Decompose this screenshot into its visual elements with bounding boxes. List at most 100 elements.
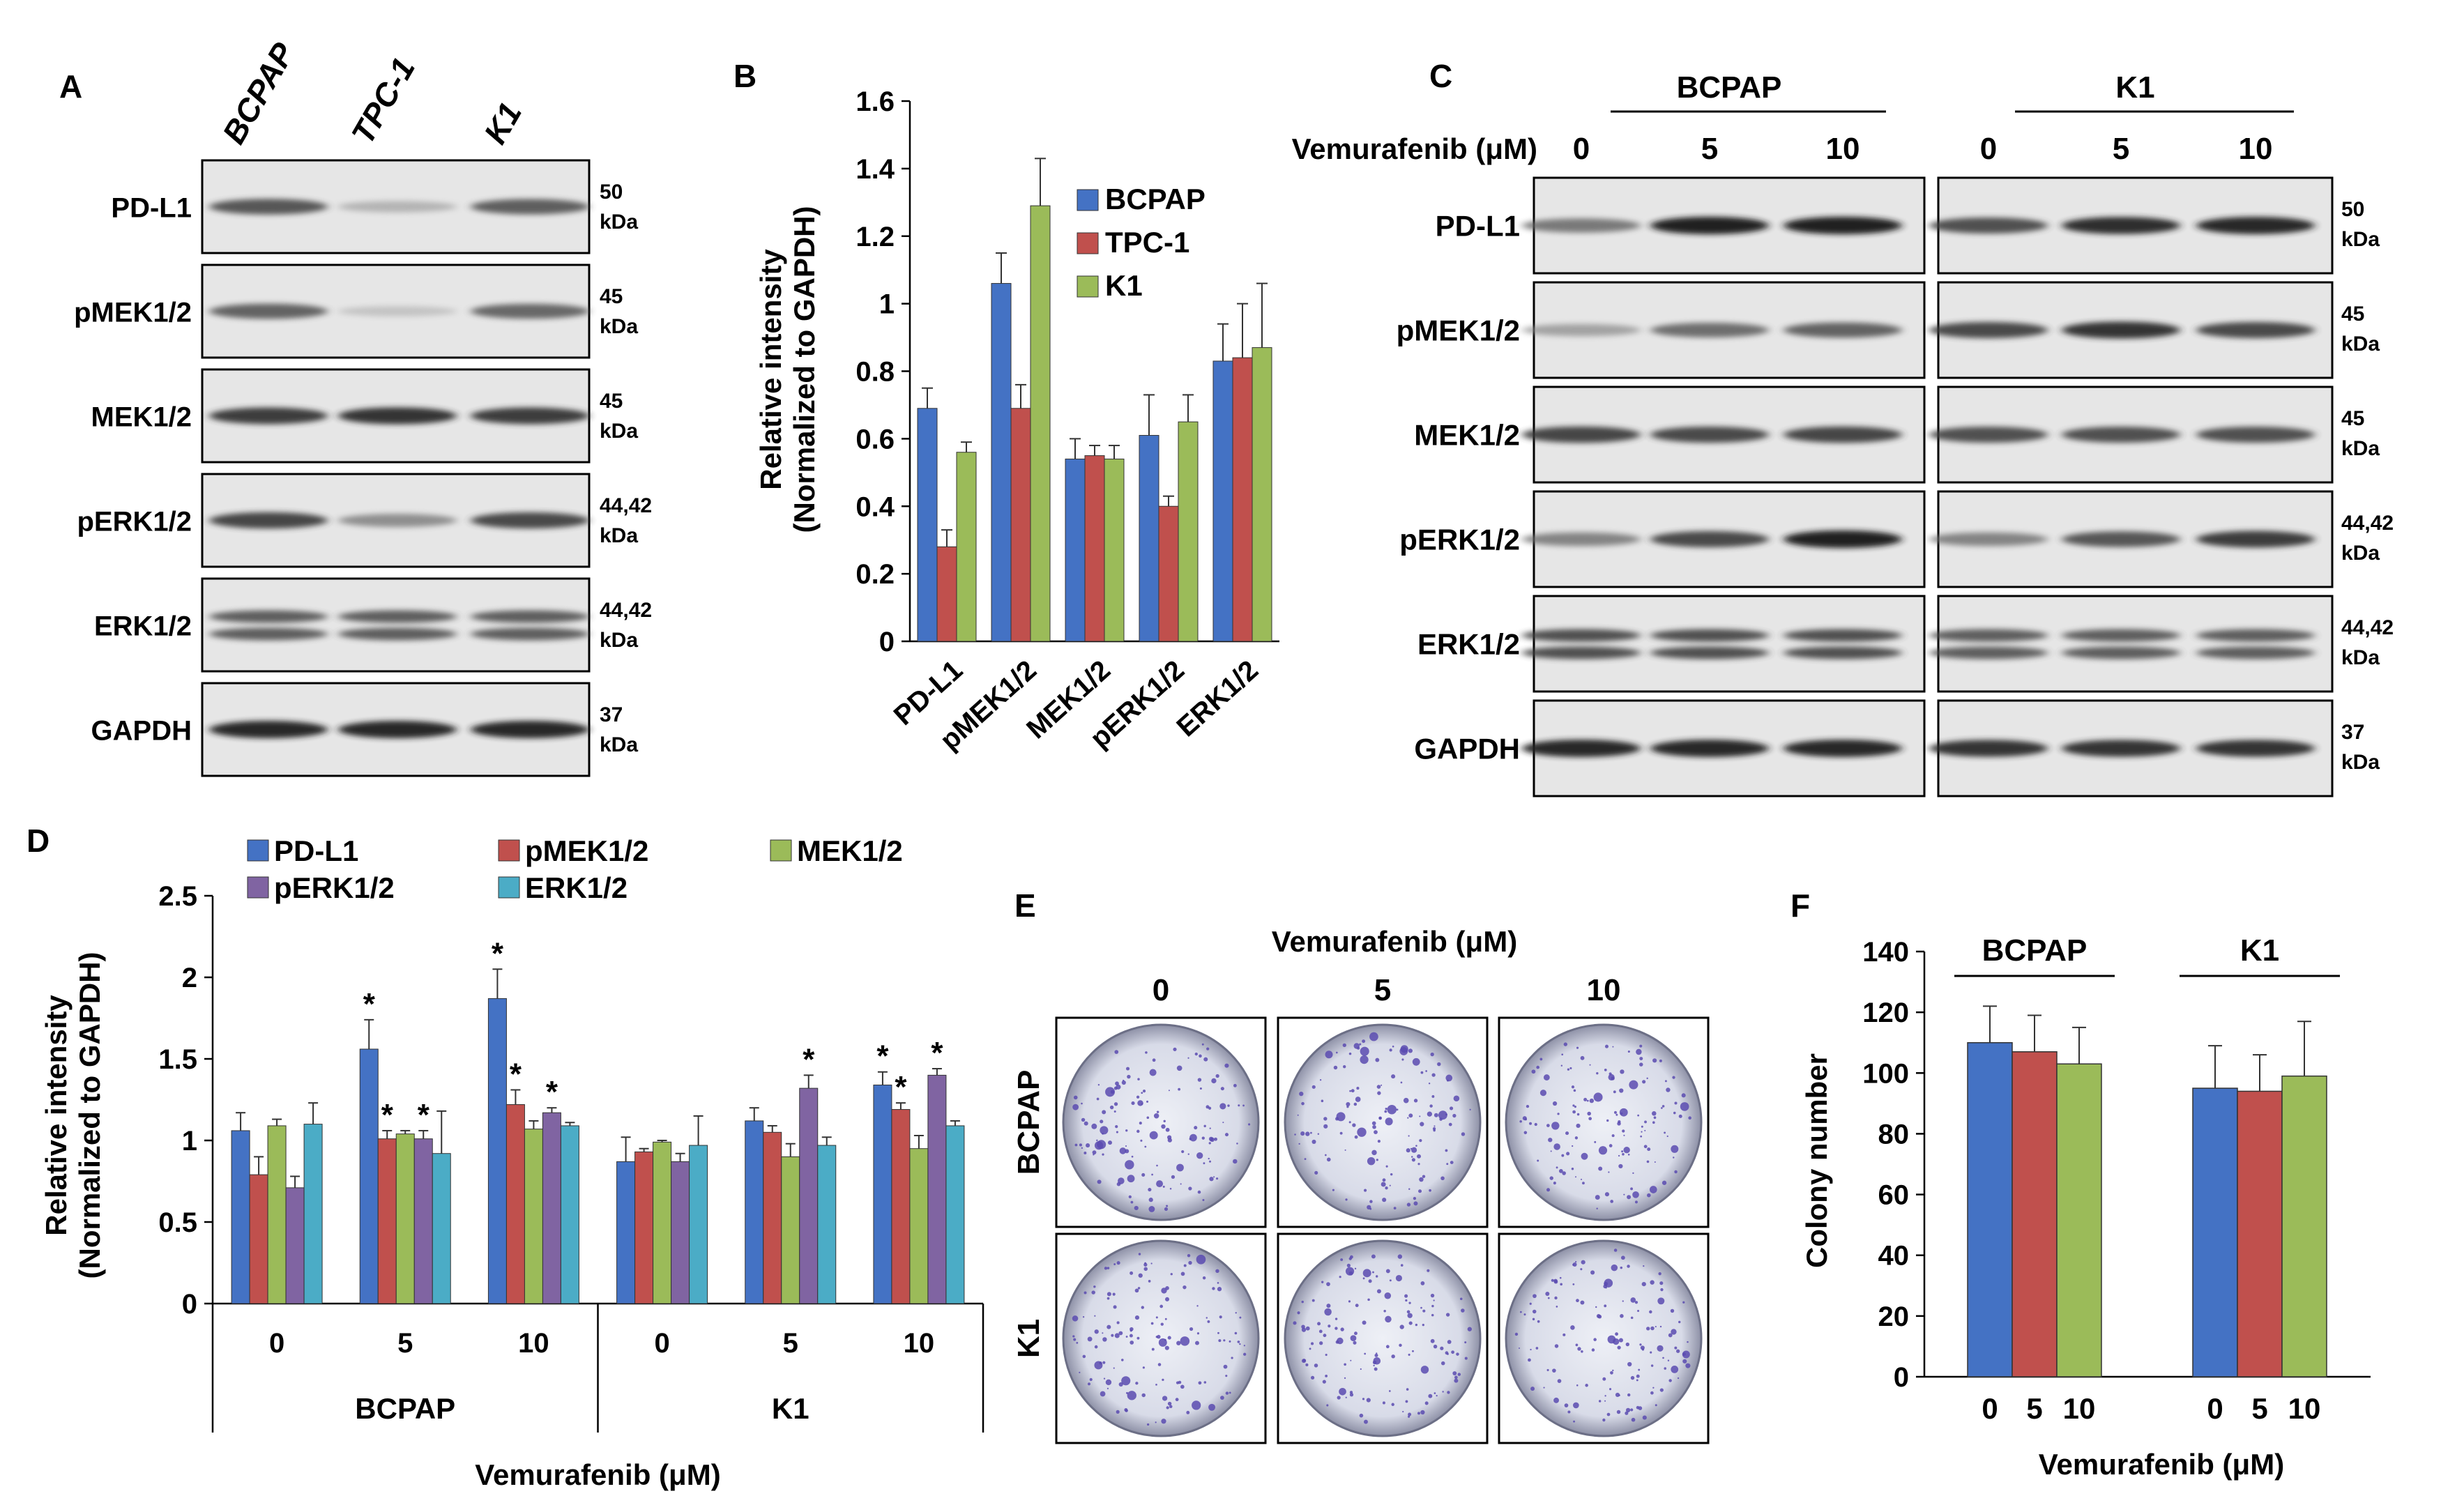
- colony-0-0-136: [1189, 1133, 1197, 1142]
- colony-0-1-29: [1392, 1045, 1394, 1048]
- colony-0-2-32: [1546, 1124, 1550, 1127]
- band-c-0-1-1: [1650, 322, 1769, 338]
- bar-d-3-4: [799, 1087, 819, 1304]
- legend-label-d-4: ERK1/2: [525, 871, 628, 904]
- colony-1-2-128: [1591, 1348, 1595, 1352]
- colony-0-1-84: [1372, 1124, 1376, 1129]
- colony-1-0-85: [1217, 1331, 1219, 1334]
- colony-1-0-30: [1234, 1331, 1238, 1335]
- colony-0-1-17: [1393, 1207, 1397, 1210]
- colony-1-0-55: [1099, 1361, 1102, 1365]
- colony-0-2-28: [1569, 1067, 1572, 1069]
- colony-1-2-83: [1546, 1368, 1549, 1371]
- colony-0-2-130: [1561, 1154, 1565, 1157]
- row-label-a-4: ERK1/2: [94, 611, 192, 642]
- colony-1-2-121: [1572, 1283, 1575, 1285]
- colony-0-0-60: [1213, 1176, 1215, 1178]
- colony-0-2-39: [1574, 1106, 1576, 1108]
- band-c-1-2-0: [1929, 427, 2048, 443]
- colony-0-1-134: [1353, 1102, 1358, 1106]
- band-a-2-1: [338, 407, 457, 425]
- colony-0-0-130: [1199, 1054, 1202, 1058]
- colony-1-0-37: [1223, 1364, 1228, 1369]
- colony-1-0-90: [1102, 1332, 1104, 1334]
- y-tick-label-b-1: 0.2: [856, 559, 895, 590]
- colony-0-1-69: [1413, 1201, 1418, 1206]
- y-tick-label-f-4: 80: [1878, 1119, 1910, 1150]
- colony-0-2-122: [1519, 1120, 1522, 1123]
- band-a-5-1: [338, 721, 457, 738]
- band-c-1-2-2: [2196, 427, 2315, 443]
- colony-0-2-15: [1589, 1064, 1591, 1066]
- colony-1-0-45: [1134, 1288, 1139, 1293]
- colony-0-2-94: [1539, 1090, 1547, 1097]
- colony-0-2-112: [1560, 1064, 1563, 1067]
- bar-f-2: [2056, 1063, 2102, 1377]
- colony-1-0-94: [1169, 1405, 1173, 1409]
- band-c-1-5-1: [2062, 740, 2180, 757]
- colony-1-1-133: [1318, 1329, 1323, 1334]
- plate-dish-0-2: [1505, 1023, 1703, 1221]
- colony-1-1-111: [1349, 1393, 1354, 1397]
- colony-0-1-89: [1369, 1200, 1373, 1203]
- colony-0-1-51: [1390, 1173, 1393, 1176]
- colony-0-1-59: [1357, 1127, 1367, 1137]
- colony-1-0-16: [1207, 1320, 1210, 1323]
- legend-label-b-1: TPC-1: [1105, 226, 1189, 259]
- colony-0-0-71: [1194, 1052, 1198, 1056]
- colony-1-1-122: [1407, 1313, 1413, 1318]
- colony-0-1-132: [1445, 1149, 1448, 1152]
- colony-0-0-99: [1173, 1047, 1177, 1051]
- band-a-0-1: [338, 201, 457, 213]
- colony-1-0-117: [1180, 1336, 1190, 1346]
- colony-0-2-96: [1613, 1110, 1617, 1114]
- colony-1-0-3: [1183, 1285, 1187, 1290]
- colony-0-1-73: [1434, 1113, 1438, 1117]
- colony-1-0-136: [1134, 1315, 1140, 1320]
- colony-0-0-13: [1187, 1153, 1189, 1155]
- colony-0-0-89: [1203, 1124, 1206, 1128]
- colony-0-2-59: [1618, 1120, 1621, 1124]
- colony-0-1-45: [1369, 1207, 1372, 1210]
- colony-0-0-116: [1134, 1205, 1139, 1211]
- panel-letter-d: D: [26, 823, 50, 859]
- band-c-1-5-0: [1929, 740, 2048, 757]
- x-axis-title-f: Vemurafenib (μM): [2039, 1448, 2284, 1481]
- dose-label-c-0-0: 0: [1573, 132, 1590, 166]
- y-tick-label-f-1: 20: [1878, 1301, 1910, 1332]
- band-c-1-2-1: [2062, 427, 2180, 443]
- colony-1-1-135: [1382, 1401, 1385, 1405]
- colony-1-1-91: [1376, 1275, 1378, 1278]
- group-label-d-1: K1: [772, 1392, 809, 1425]
- colony-0-2-6: [1664, 1131, 1666, 1134]
- bar-chart-panel-b: 00.20.40.60.811.21.41.6PD-L1pMEK1/2MEK1/…: [754, 86, 1279, 756]
- colony-0-1-22: [1323, 1117, 1328, 1121]
- colony-0-2-116: [1586, 1099, 1589, 1102]
- colony-1-0-82: [1102, 1337, 1107, 1342]
- bar-d-0-5: [873, 1084, 892, 1304]
- colony-0-0-129: [1113, 1102, 1118, 1106]
- band-c-1-1-0: [1929, 321, 2048, 339]
- colony-0-2-62: [1580, 1178, 1583, 1180]
- colony-0-2-88: [1615, 1113, 1618, 1116]
- colony-0-2-65: [1598, 1146, 1608, 1155]
- panel-letter-e: E: [1014, 887, 1036, 924]
- row-label-c-1: pMEK1/2: [1397, 314, 1520, 347]
- colony-1-0-79: [1186, 1410, 1190, 1414]
- mw-a-2: 45: [600, 390, 623, 413]
- colony-1-0-91: [1180, 1384, 1185, 1389]
- colony-1-1-87: [1319, 1341, 1323, 1345]
- colony-1-2-107: [1662, 1357, 1664, 1359]
- y-tick-label-b-3: 0.6: [856, 424, 895, 455]
- colony-0-1-131: [1353, 1043, 1360, 1049]
- colony-1-2-118: [1547, 1297, 1550, 1299]
- legend-swatch-d-2: [770, 839, 792, 862]
- colony-1-1-50: [1371, 1254, 1376, 1259]
- colony-0-1-123: [1450, 1161, 1454, 1164]
- mw-c-4: 44,42: [2341, 616, 2394, 639]
- y-axis-title-b: Relative intensity(Normalized to GAPDH): [754, 206, 821, 533]
- colony-0-2-86: [1529, 1122, 1533, 1125]
- colony-1-2-106: [1530, 1387, 1535, 1391]
- colony-0-2-36: [1664, 1080, 1667, 1083]
- colony-0-0-16: [1083, 1151, 1087, 1154]
